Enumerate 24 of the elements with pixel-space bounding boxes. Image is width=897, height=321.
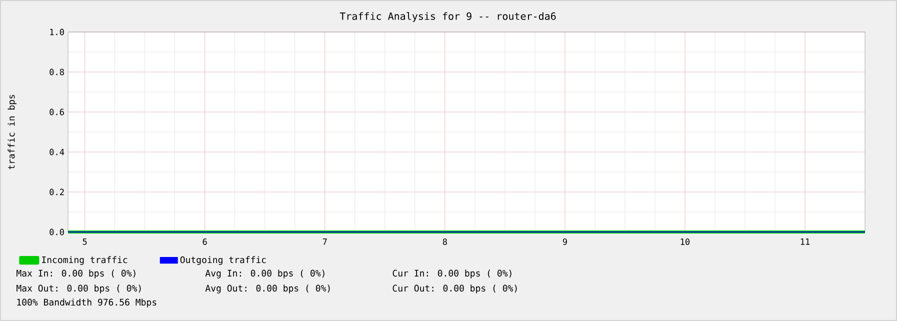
text: Cur Out: 0.00 bps ( 0%) [392, 284, 517, 294]
legend-label: Incoming traffic [42, 256, 128, 265]
y-tick-label: 0.2 [50, 188, 64, 196]
y-axis-title: traffic in bps [8, 94, 16, 170]
y-tick-label: 0.8 [50, 68, 64, 76]
text: 100% Bandwidth 976.56 Mbps [17, 298, 156, 308]
y-tick-label: 0.4 [50, 148, 64, 156]
x-tick-label: 6 [202, 238, 207, 245]
y-tick-label: 0.6 [50, 108, 64, 116]
chart-title: Traffic Analysis for 9 -- router-da6 [340, 12, 556, 22]
x-tick-label: 9 [562, 238, 567, 245]
text: Avg Out: 0.00 bps ( 0%) [205, 284, 330, 294]
x-tick-label: 11 [800, 238, 810, 245]
x-tick-label: 7 [322, 238, 327, 245]
legend-label: Outgoing traffic [180, 256, 266, 265]
text: Max In: 0.00 bps ( 0%) [16, 270, 136, 278]
y-tick-label: 1.0 [50, 28, 64, 36]
text: Cur In: 0.00 bps ( 0%) [392, 270, 512, 278]
text: Avg In: 0.00 bps ( 0%) [205, 270, 324, 278]
x-tick-label: 5 [82, 238, 87, 245]
y-tick-label: 0.0 [50, 228, 64, 236]
x-tick-label: 10 [680, 238, 690, 245]
text: Max Out: 0.00 bps ( 0%) [16, 284, 141, 294]
x-tick-label: 8 [442, 238, 447, 245]
